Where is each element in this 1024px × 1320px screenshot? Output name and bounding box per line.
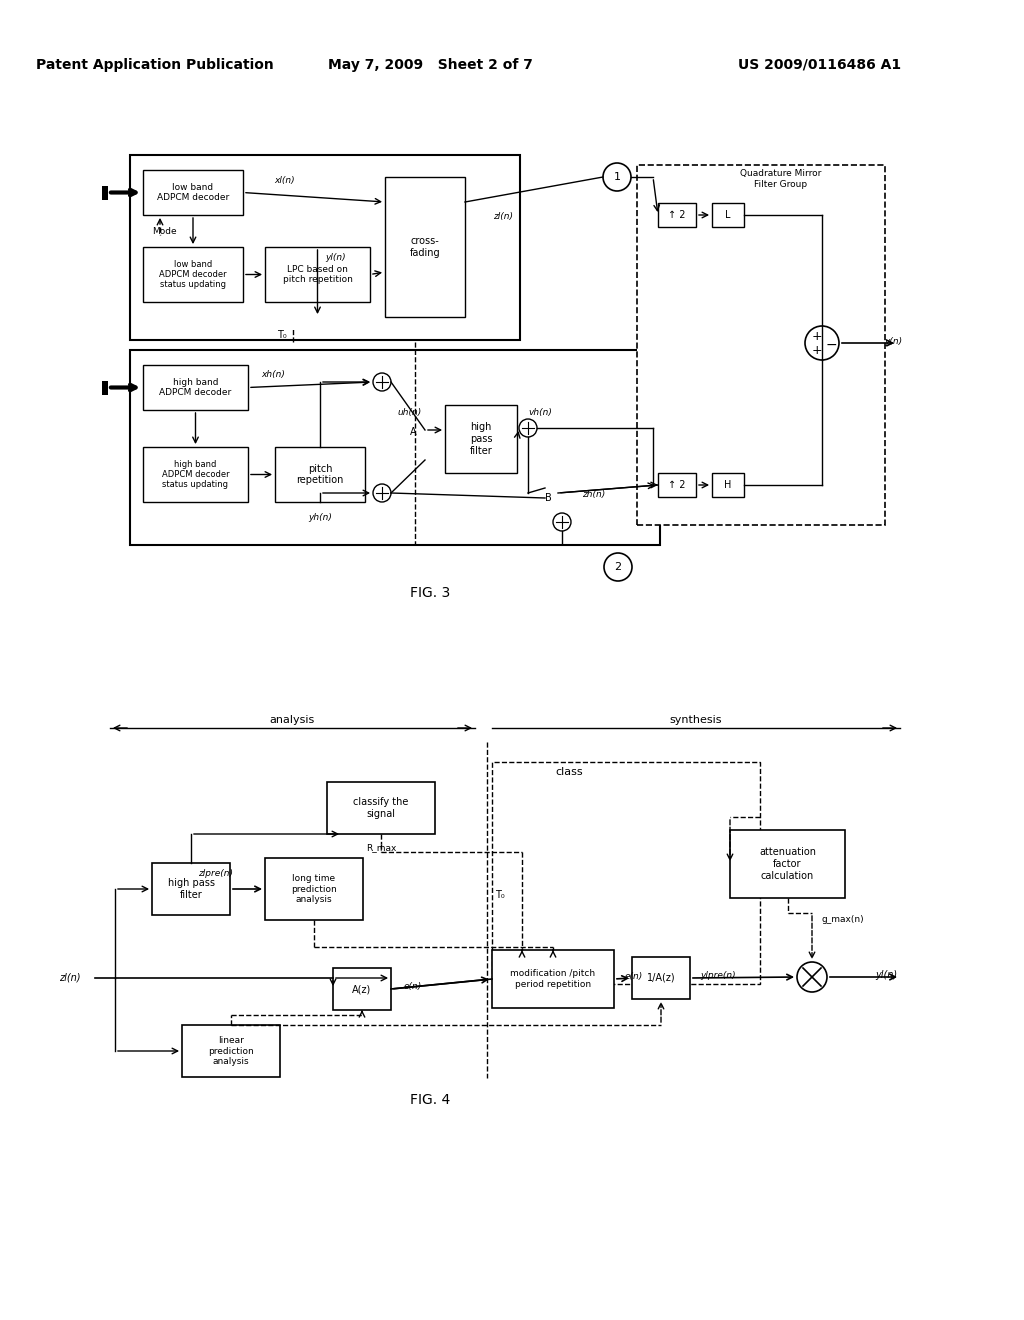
FancyBboxPatch shape	[658, 473, 696, 498]
Text: T₀: T₀	[278, 330, 287, 341]
Text: T₀: T₀	[495, 890, 505, 900]
FancyBboxPatch shape	[632, 957, 690, 999]
FancyBboxPatch shape	[730, 830, 845, 898]
Text: H: H	[724, 480, 732, 490]
Text: +: +	[812, 330, 822, 343]
Text: 1/A(z): 1/A(z)	[647, 973, 675, 983]
Text: +: +	[812, 345, 822, 358]
Text: ylpre(n): ylpre(n)	[700, 970, 736, 979]
Text: yl(n): yl(n)	[326, 252, 346, 261]
FancyBboxPatch shape	[143, 366, 248, 411]
Text: modification /pitch
period repetition: modification /pitch period repetition	[510, 969, 596, 989]
Text: cross-
fading: cross- fading	[410, 236, 440, 257]
FancyBboxPatch shape	[143, 447, 248, 502]
Text: zlpre(n): zlpre(n)	[198, 869, 233, 878]
FancyBboxPatch shape	[130, 154, 520, 341]
Text: yh(n): yh(n)	[308, 513, 332, 523]
FancyBboxPatch shape	[265, 858, 362, 920]
Text: analysis: analysis	[270, 715, 315, 725]
Text: Patent Application Publication: Patent Application Publication	[36, 58, 273, 73]
Text: A: A	[410, 426, 417, 437]
FancyBboxPatch shape	[327, 781, 435, 834]
FancyBboxPatch shape	[712, 203, 744, 227]
Text: R_max: R_max	[366, 843, 396, 853]
Text: attenuation
factor
calculation: attenuation factor calculation	[759, 847, 816, 880]
FancyBboxPatch shape	[637, 165, 885, 525]
FancyBboxPatch shape	[445, 405, 517, 473]
FancyBboxPatch shape	[492, 762, 760, 983]
FancyBboxPatch shape	[143, 170, 243, 215]
Text: e(n): e(n)	[403, 982, 422, 990]
Text: high band
ADPCM decoder: high band ADPCM decoder	[160, 378, 231, 397]
Text: May 7, 2009   Sheet 2 of 7: May 7, 2009 Sheet 2 of 7	[328, 58, 532, 73]
FancyBboxPatch shape	[275, 447, 365, 502]
Text: xl(n): xl(n)	[274, 177, 295, 186]
FancyBboxPatch shape	[265, 247, 370, 302]
FancyBboxPatch shape	[492, 950, 614, 1008]
Text: zl(n): zl(n)	[493, 213, 513, 222]
Text: A(z): A(z)	[352, 983, 372, 994]
Text: g_max(n): g_max(n)	[822, 916, 864, 924]
Text: FIG. 4: FIG. 4	[410, 1093, 451, 1107]
Text: xh(n): xh(n)	[261, 370, 285, 379]
Text: 2: 2	[614, 562, 622, 572]
Text: yl(n): yl(n)	[874, 970, 897, 979]
Text: classify the
signal: classify the signal	[353, 797, 409, 818]
Text: ↑ 2: ↑ 2	[669, 210, 686, 220]
Text: zh(n): zh(n)	[582, 491, 605, 499]
Text: high
pass
filter: high pass filter	[470, 422, 493, 455]
Polygon shape	[102, 380, 108, 395]
Text: high pass
filter: high pass filter	[168, 878, 214, 900]
Text: pitch
repetition: pitch repetition	[296, 463, 344, 486]
Text: low band
ADPCM decoder: low band ADPCM decoder	[157, 182, 229, 202]
FancyBboxPatch shape	[182, 1026, 280, 1077]
Polygon shape	[102, 186, 108, 199]
FancyBboxPatch shape	[130, 350, 660, 545]
Text: B: B	[545, 492, 551, 503]
FancyBboxPatch shape	[143, 247, 243, 302]
Text: y(n): y(n)	[884, 337, 902, 346]
Text: class: class	[555, 767, 583, 777]
Text: L: L	[725, 210, 731, 220]
FancyBboxPatch shape	[658, 203, 696, 227]
Text: zl(n): zl(n)	[59, 973, 81, 983]
Text: synthesis: synthesis	[670, 715, 722, 725]
Text: high band
ADPCM decoder
status updating: high band ADPCM decoder status updating	[162, 459, 229, 490]
Text: linear
prediction
analysis: linear prediction analysis	[208, 1036, 254, 1067]
Text: 1: 1	[613, 172, 621, 182]
Text: −: −	[825, 338, 837, 352]
FancyBboxPatch shape	[385, 177, 465, 317]
Text: vh(n): vh(n)	[528, 408, 552, 417]
Text: ↑ 2: ↑ 2	[669, 480, 686, 490]
Text: FIG. 3: FIG. 3	[410, 586, 451, 601]
FancyBboxPatch shape	[333, 968, 391, 1010]
FancyBboxPatch shape	[152, 863, 230, 915]
FancyBboxPatch shape	[712, 473, 744, 498]
Text: uh(n): uh(n)	[397, 408, 422, 417]
Text: LPC based on
pitch repetition: LPC based on pitch repetition	[283, 265, 352, 284]
Text: low band
ADPCM decoder
status updating: low band ADPCM decoder status updating	[159, 260, 226, 289]
Text: long time
prediction
analysis: long time prediction analysis	[291, 874, 337, 904]
Text: Quadrature Mirror
Filter Group: Quadrature Mirror Filter Group	[740, 169, 821, 189]
Text: e(n): e(n)	[625, 972, 643, 981]
Text: Mode: Mode	[152, 227, 176, 235]
Text: US 2009/0116486 A1: US 2009/0116486 A1	[738, 58, 901, 73]
